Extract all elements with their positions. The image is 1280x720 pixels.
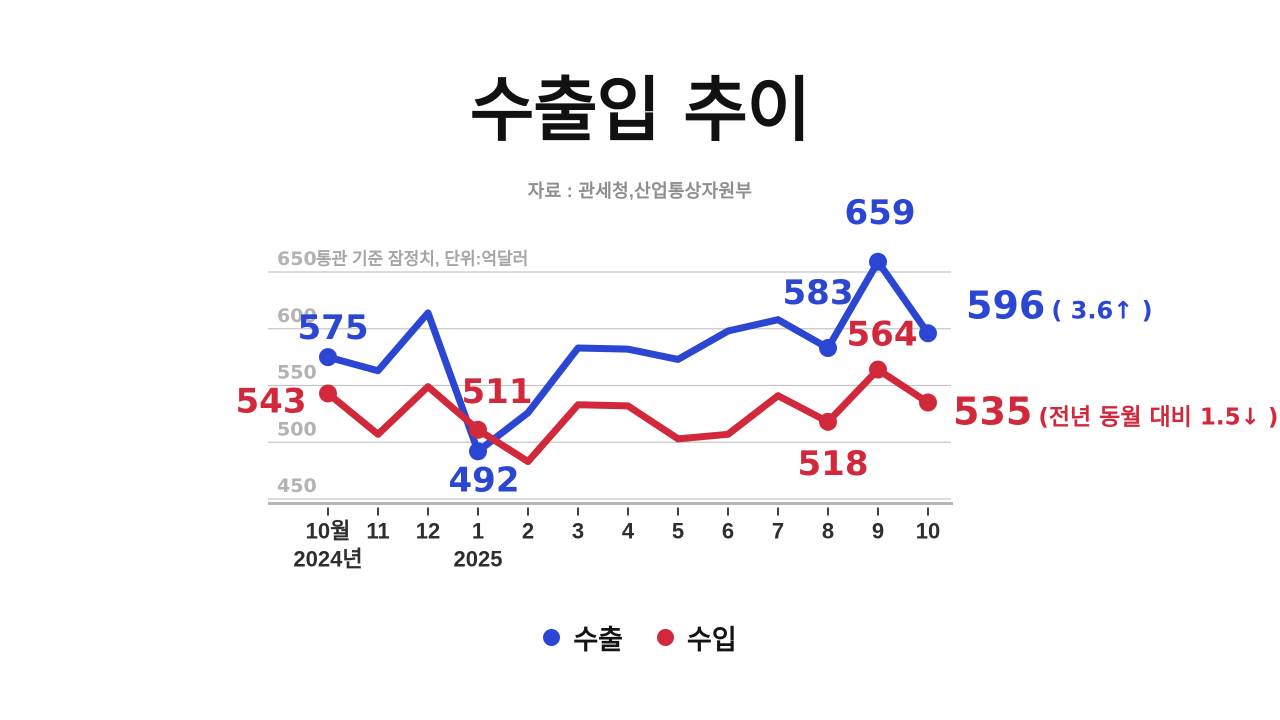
value-label-575: 575 [298,308,369,348]
x-label-9: 9 [872,519,884,544]
x-sublabel-2024년: 2024년 [293,547,362,572]
end-label-수입: 535 (전년 동월 대비 1.5↓ ) [953,390,1278,434]
y-axis-label-600: 600 [277,305,317,327]
end-label-value-수입: 535 [953,390,1032,434]
point-marker-수입-11 [869,360,887,379]
legend-dot-icon [657,629,674,646]
x-label-12: 12 [416,519,440,544]
x-label-4: 4 [622,519,635,544]
x-label-6: 6 [722,519,734,544]
legend-dot-icon [543,629,561,646]
y-axis-label-450: 450 [277,475,317,497]
x-label-2: 2 [522,519,534,544]
value-label-543: 543 [236,381,307,421]
point-marker-수출-11 [869,252,887,271]
value-label-492: 492 [449,460,520,500]
y-axis-label-550: 550 [277,362,317,384]
point-marker-수출-0 [319,348,337,367]
source-caption: 자료 : 관세청,산업통상자원부 [527,181,753,201]
end-label-suffix-수출: ( 3.6↑ ) [1051,296,1152,324]
value-label-564: 564 [847,315,918,355]
point-marker-수출-10 [819,339,837,358]
point-marker-수입-3 [469,420,487,439]
legend-label: 수입 [687,625,737,656]
end-label-suffix-수입: (전년 동월 대비 1.5↓ ) [1038,405,1278,431]
value-label-583: 583 [783,273,854,313]
x-label-5: 5 [672,519,684,544]
point-marker-수입-12 [919,393,937,412]
chart-legend: 수출 수입 [0,618,1280,657]
chart-note: 통관 기준 잠정치, 단위:억달러 [316,249,528,269]
point-marker-수출-3 [469,442,487,461]
y-axis-label-650: 650 [277,248,317,270]
legend-item-수입: 수입 [657,618,737,657]
x-label-7: 7 [772,519,784,544]
value-label-659: 659 [845,193,916,233]
x-label-8: 8 [822,519,834,544]
point-marker-수입-0 [319,384,337,403]
value-label-511: 511 [462,372,533,412]
x-label-10: 10 [916,519,940,544]
x-label-3: 3 [572,519,584,544]
point-marker-수입-10 [819,412,837,431]
page-title: 수출입 추이 [469,69,811,151]
y-axis-label-500: 500 [277,418,317,440]
end-label-수출: 596( 3.6↑ ) [966,283,1153,327]
legend-label: 수출 [573,625,623,656]
x-label-1: 1 [472,519,484,544]
x-label-10월: 10월 [306,519,351,544]
legend-item-수출: 수출 [543,618,623,657]
value-label-518: 518 [798,444,869,484]
point-marker-수출-12 [919,324,937,343]
end-label-value-수출: 596 [966,283,1045,327]
x-sublabel-2025: 2025 [454,547,503,572]
x-label-11: 11 [366,519,389,544]
